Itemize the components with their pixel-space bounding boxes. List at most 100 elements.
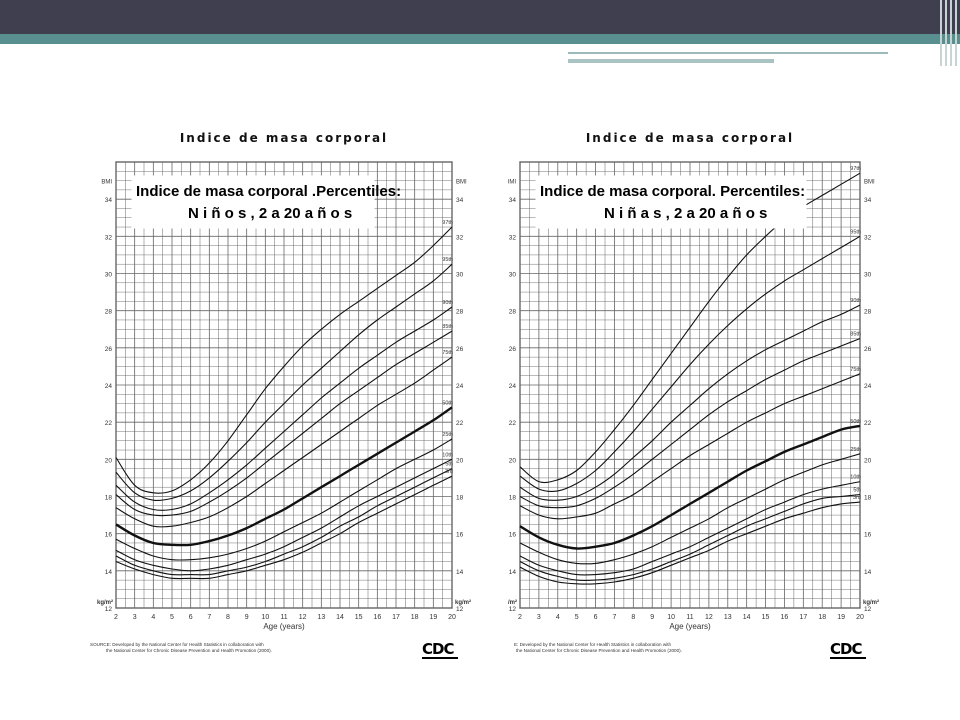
y-tick-label-right: 24 bbox=[456, 383, 464, 390]
percentile-label-75th: 75th bbox=[850, 367, 861, 373]
percentile-label-95th: 95th bbox=[850, 229, 861, 235]
percentile-label-3rd: 3rd bbox=[445, 469, 453, 475]
x-tick-label: 14 bbox=[336, 614, 344, 621]
x-axis-label: Age (years) bbox=[669, 622, 711, 631]
y-tick-label-right: 32 bbox=[864, 234, 872, 241]
bmi-chart-girls: Indice de masa corporal 12 12 14 14 16 16 18 18 2… bbox=[508, 120, 888, 668]
cdc-logo-underline bbox=[422, 657, 458, 659]
x-tick-label: 20 bbox=[448, 614, 456, 621]
y-tick-label-left: 30 bbox=[509, 272, 517, 279]
x-tick-label: 19 bbox=[429, 614, 437, 621]
y-tick-label-left: 18 bbox=[105, 495, 113, 502]
x-tick-label: 3 bbox=[537, 614, 541, 621]
y-tick-label-left: 14 bbox=[509, 569, 517, 576]
x-tick-label: 20 bbox=[856, 614, 864, 621]
y-tick-label-right: 34 bbox=[864, 197, 872, 204]
percentile-line-25th bbox=[519, 453, 861, 565]
x-tick-label: 8 bbox=[631, 614, 635, 621]
y-tick-label-right: 20 bbox=[864, 457, 872, 464]
percentile-line-90th bbox=[519, 304, 861, 501]
percentile-line-5th bbox=[519, 494, 861, 581]
x-tick-label: 16 bbox=[373, 614, 381, 621]
percentile-line-5th bbox=[115, 468, 453, 576]
y-label-bottom-right: kg/m² bbox=[863, 599, 879, 606]
x-tick-label: 18 bbox=[818, 614, 826, 621]
percentile-label-10th: 10th bbox=[850, 475, 861, 481]
percentile-label-95th: 95th bbox=[442, 257, 453, 263]
y-label-top-left: BMI bbox=[508, 180, 516, 186]
percentile-line-3rd bbox=[115, 475, 453, 580]
y-tick-label-right: 16 bbox=[864, 532, 872, 539]
y-tick-label-left: 14 bbox=[105, 569, 113, 576]
y-tick-label-left: 12 bbox=[105, 606, 113, 613]
y-tick-label-right: 14 bbox=[864, 569, 872, 576]
decorative-line bbox=[568, 59, 774, 63]
y-tick-label-right: 22 bbox=[864, 420, 872, 427]
y-tick-label-left: 26 bbox=[509, 346, 517, 353]
y-tick-label-left: 20 bbox=[105, 457, 113, 464]
percentile-label-5th: 5th bbox=[445, 462, 453, 468]
source-footnote-line1: SOURCE: Developed by the National Center… bbox=[90, 642, 264, 647]
slide-accent-band bbox=[0, 34, 960, 44]
source-footnote-line1: E: Developed by the National Center for … bbox=[514, 642, 671, 647]
percentile-label-97th: 97th bbox=[850, 166, 861, 172]
y-tick-label-left: 28 bbox=[509, 309, 517, 316]
x-tick-label: 11 bbox=[686, 614, 693, 621]
y-tick-label-right: 34 bbox=[456, 197, 464, 204]
inset-title-line1: Indice de masa corporal. Percentiles: bbox=[540, 183, 805, 200]
y-tick-label-left: 22 bbox=[509, 420, 517, 427]
x-tick-label: 4 bbox=[151, 614, 155, 621]
x-tick-label: 17 bbox=[392, 614, 400, 621]
y-tick-label-right: 28 bbox=[864, 309, 872, 316]
y-label-top-left: BMI bbox=[101, 180, 112, 186]
slide-header-band bbox=[0, 0, 960, 34]
y-tick-label-right: 18 bbox=[864, 495, 872, 502]
y-tick-label-right: 12 bbox=[864, 606, 872, 613]
cdc-logo: CDC bbox=[422, 640, 458, 659]
cdc-logo-text: CDC bbox=[422, 640, 454, 658]
y-tick-label-left: 12 bbox=[509, 606, 517, 613]
y-tick-label-left: 34 bbox=[105, 197, 113, 204]
x-tick-label: 11 bbox=[280, 614, 287, 621]
x-tick-label: 6 bbox=[189, 614, 193, 621]
y-tick-label-right: 30 bbox=[456, 272, 464, 279]
x-tick-label: 5 bbox=[170, 614, 174, 621]
percentile-line-85th bbox=[115, 330, 453, 517]
x-tick-label: 7 bbox=[207, 614, 211, 621]
y-tick-label-left: 32 bbox=[105, 234, 113, 241]
x-tick-label: 16 bbox=[781, 614, 789, 621]
y-tick-label-left: 16 bbox=[509, 532, 517, 539]
x-tick-label: 13 bbox=[724, 614, 732, 621]
bmi-chart-svg: Indice de masa corporal 12 12 14 14 16 16 18 18 2… bbox=[90, 131, 471, 659]
x-tick-label: 8 bbox=[226, 614, 230, 621]
y-tick-label-left: 24 bbox=[105, 383, 113, 390]
y-label-top-right: BMI bbox=[864, 180, 875, 186]
y-tick-label-right: 18 bbox=[456, 495, 464, 502]
grid bbox=[115, 161, 453, 609]
x-axis-label: Age (years) bbox=[263, 622, 305, 631]
y-tick-label-left: 22 bbox=[105, 420, 113, 427]
y-tick-label-left: 24 bbox=[509, 383, 517, 390]
x-tick-label: 3 bbox=[133, 614, 137, 621]
y-tick-label-right: 30 bbox=[864, 272, 872, 279]
y-tick-label-right: 26 bbox=[864, 346, 872, 353]
inset-title-line2: N i ñ o s , 2 a 20 a ñ o s bbox=[188, 205, 352, 222]
x-tick-label: 19 bbox=[837, 614, 845, 621]
x-tick-label: 12 bbox=[299, 614, 307, 621]
y-tick-label-left: 26 bbox=[105, 346, 113, 353]
percentile-label-25th: 25th bbox=[850, 447, 861, 453]
percentile-label-85th: 85th bbox=[850, 332, 861, 338]
percentile-line-50th bbox=[115, 406, 453, 547]
y-label-bottom-left: kg/m² bbox=[508, 599, 517, 606]
percentile-label-5th: 5th bbox=[853, 488, 861, 494]
cdc-logo-text: CDC bbox=[830, 640, 862, 658]
percentile-label-75th: 75th bbox=[442, 350, 453, 356]
x-tick-label: 13 bbox=[317, 614, 325, 621]
decorative-line bbox=[568, 52, 888, 54]
inset-title-line1: Indice de masa corporal .Percentiles: bbox=[136, 183, 401, 200]
percentile-line-95th bbox=[519, 235, 861, 492]
x-tick-label: 7 bbox=[612, 614, 616, 621]
x-tick-label: 17 bbox=[799, 614, 807, 621]
y-tick-label-left: 32 bbox=[509, 234, 517, 241]
y-tick-label-right: 16 bbox=[456, 532, 464, 539]
